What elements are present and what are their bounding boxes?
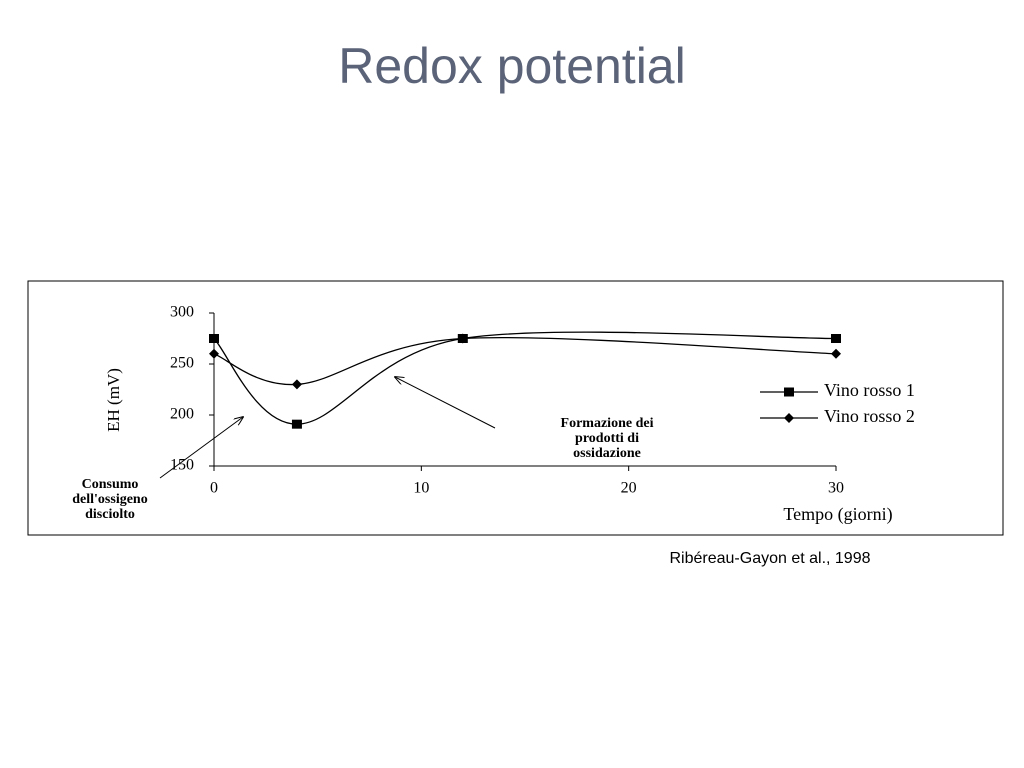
y-tick-label: 300 [170, 304, 194, 321]
marker [209, 348, 219, 359]
citation: Ribéreau-Gayon et al., 1998 [669, 550, 870, 567]
annotation: Formazione dei [561, 416, 654, 431]
legend-marker [784, 413, 794, 423]
legend-marker [784, 387, 794, 397]
marker [291, 379, 302, 390]
series-line [213, 336, 837, 386]
marker [291, 419, 302, 429]
annotation: ossidazione [573, 446, 641, 461]
annotation: disciolto [85, 507, 135, 522]
x-tick-label: 10 [413, 480, 429, 497]
chart-frame [27, 280, 1004, 536]
legend-label: Vino rosso 2 [824, 406, 915, 426]
marker [209, 334, 219, 343]
x-tick-label: 0 [210, 480, 218, 497]
y-axis-label: EH (mV) [104, 368, 123, 432]
y-tick-label: 200 [170, 406, 194, 423]
slide-title: Redox potential [338, 38, 685, 94]
marker [831, 334, 841, 343]
marker [831, 348, 841, 359]
y-tick-label: 250 [170, 355, 194, 372]
series-line [213, 331, 837, 425]
annotation-arrow [159, 417, 243, 479]
annotation-arrow [395, 377, 496, 429]
x-tick-label: 20 [621, 480, 637, 497]
x-tick-label: 30 [828, 480, 844, 497]
y-tick-label: 150 [170, 457, 194, 474]
annotation: Consumo [82, 477, 139, 492]
annotation: prodotti di [575, 431, 639, 446]
legend-label: Vino rosso 1 [824, 380, 915, 400]
marker [457, 333, 468, 344]
x-axis-label: Tempo (giorni) [783, 504, 892, 525]
annotation: dell'ossigeno [72, 492, 147, 507]
